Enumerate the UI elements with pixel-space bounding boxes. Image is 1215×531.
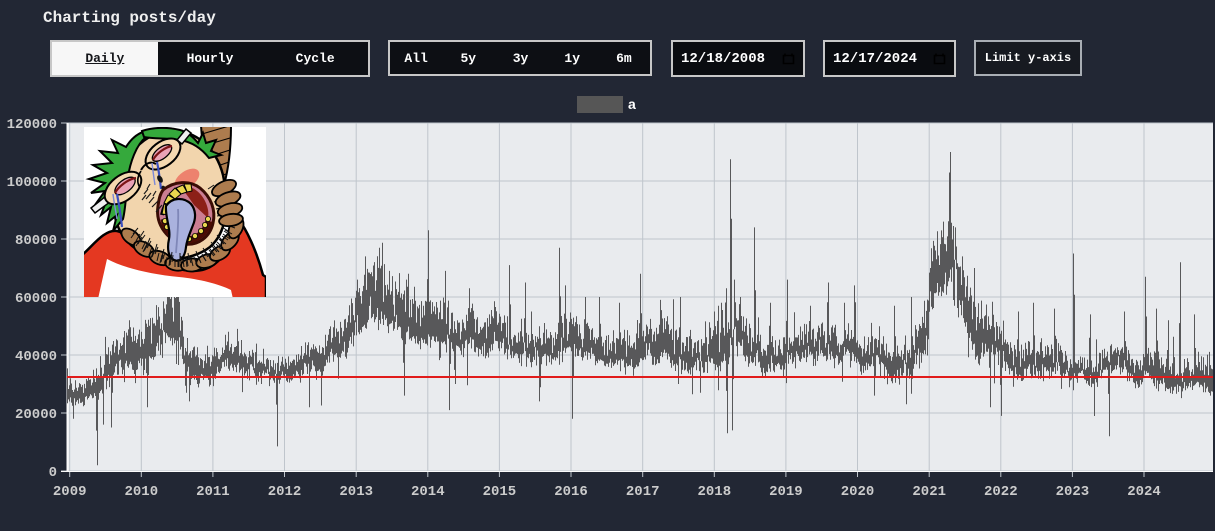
svg-text:80000: 80000: [15, 233, 57, 249]
svg-text:2024: 2024: [1127, 484, 1161, 500]
svg-text:2009: 2009: [53, 484, 87, 500]
svg-text:2015: 2015: [483, 484, 517, 500]
svg-text:120000: 120000: [7, 117, 57, 133]
svg-text:2013: 2013: [339, 484, 373, 500]
svg-text:2019: 2019: [769, 484, 803, 500]
svg-text:2023: 2023: [1056, 484, 1090, 500]
svg-text:2012: 2012: [268, 484, 302, 500]
svg-text:2010: 2010: [124, 484, 158, 500]
svg-text:0: 0: [49, 465, 57, 481]
svg-text:40000: 40000: [15, 349, 57, 365]
svg-text:2020: 2020: [841, 484, 875, 500]
svg-text:2022: 2022: [984, 484, 1018, 500]
svg-text:2018: 2018: [697, 484, 731, 500]
svg-text:2017: 2017: [626, 484, 660, 500]
svg-text:2016: 2016: [554, 484, 588, 500]
svg-text:100000: 100000: [7, 175, 57, 191]
svg-text:20000: 20000: [15, 407, 57, 423]
svg-text:2014: 2014: [411, 484, 445, 500]
svg-text:2011: 2011: [196, 484, 230, 500]
svg-text:60000: 60000: [15, 291, 57, 307]
svg-text:2021: 2021: [912, 484, 946, 500]
